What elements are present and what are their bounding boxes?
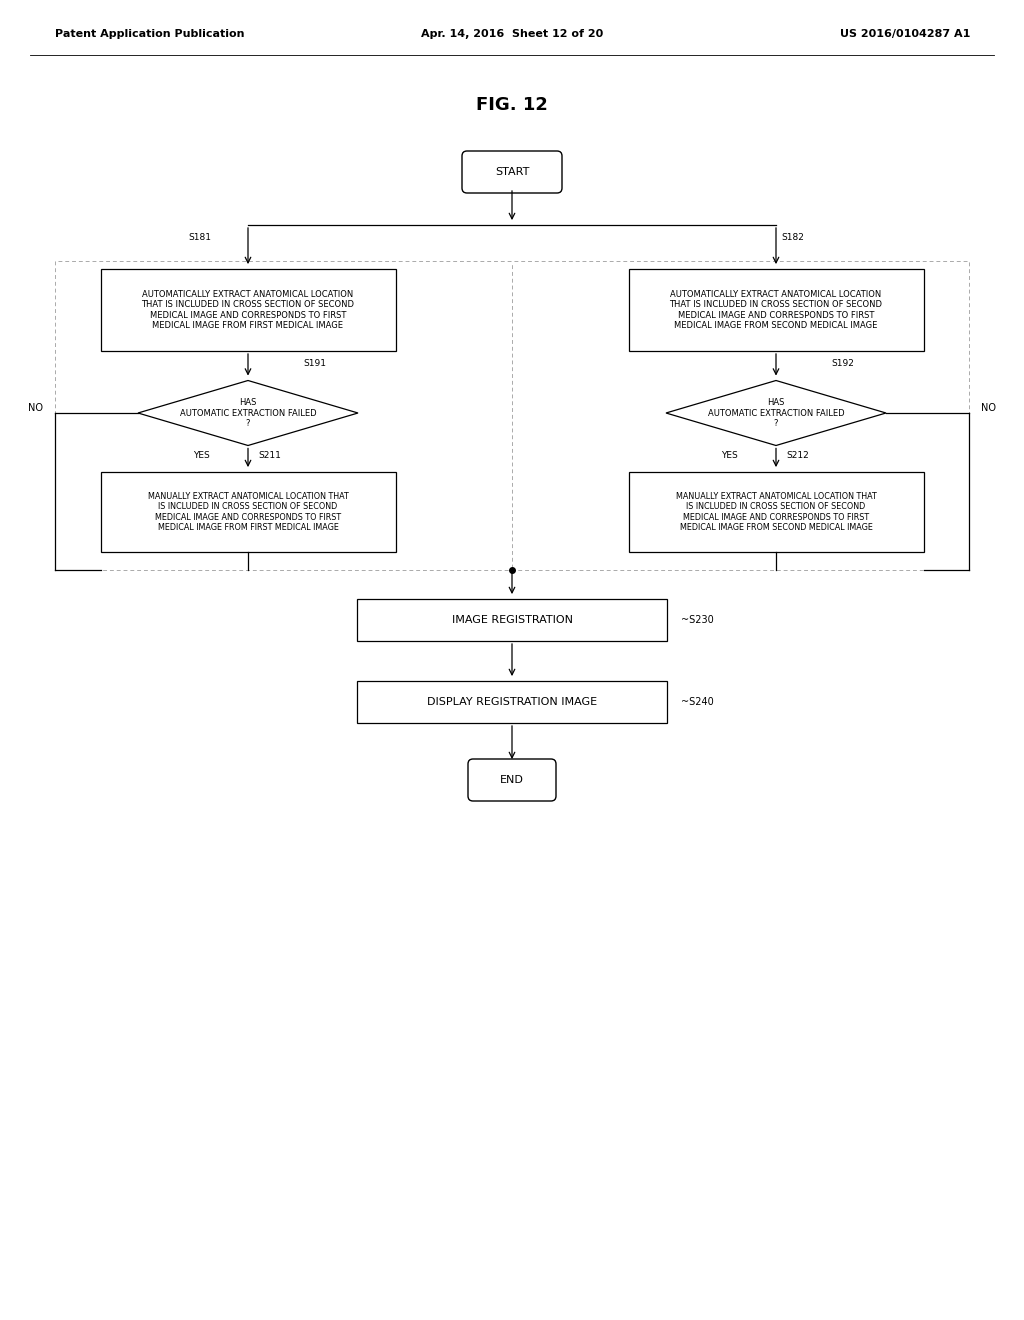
- Text: MANUALLY EXTRACT ANATOMICAL LOCATION THAT
IS INCLUDED IN CROSS SECTION OF SECOND: MANUALLY EXTRACT ANATOMICAL LOCATION THA…: [147, 492, 348, 532]
- Text: IMAGE REGISTRATION: IMAGE REGISTRATION: [452, 615, 572, 624]
- Text: Apr. 14, 2016  Sheet 12 of 20: Apr. 14, 2016 Sheet 12 of 20: [421, 29, 603, 40]
- Text: END: END: [500, 775, 524, 785]
- Text: YES: YES: [193, 451, 210, 461]
- FancyBboxPatch shape: [629, 473, 924, 552]
- Text: ~S230: ~S230: [681, 615, 714, 624]
- FancyBboxPatch shape: [629, 269, 924, 351]
- Polygon shape: [666, 380, 886, 446]
- FancyBboxPatch shape: [357, 681, 667, 723]
- Text: MANUALLY EXTRACT ANATOMICAL LOCATION THAT
IS INCLUDED IN CROSS SECTION OF SECOND: MANUALLY EXTRACT ANATOMICAL LOCATION THA…: [676, 492, 877, 532]
- Text: AUTOMATICALLY EXTRACT ANATOMICAL LOCATION
THAT IS INCLUDED IN CROSS SECTION OF S: AUTOMATICALLY EXTRACT ANATOMICAL LOCATIO…: [670, 290, 883, 330]
- Text: ~S240: ~S240: [681, 697, 714, 708]
- Text: Patent Application Publication: Patent Application Publication: [55, 29, 245, 40]
- FancyBboxPatch shape: [100, 269, 395, 351]
- FancyBboxPatch shape: [462, 150, 562, 193]
- Text: S191: S191: [303, 359, 326, 368]
- Text: NO: NO: [981, 403, 996, 413]
- Text: S192: S192: [831, 359, 854, 368]
- Text: S182: S182: [781, 232, 804, 242]
- Polygon shape: [138, 380, 358, 446]
- Text: S211: S211: [258, 451, 281, 461]
- Text: HAS
AUTOMATIC EXTRACTION FAILED
?: HAS AUTOMATIC EXTRACTION FAILED ?: [179, 399, 316, 428]
- Text: FIG. 12: FIG. 12: [476, 96, 548, 114]
- Text: NO: NO: [28, 403, 43, 413]
- Text: HAS
AUTOMATIC EXTRACTION FAILED
?: HAS AUTOMATIC EXTRACTION FAILED ?: [708, 399, 845, 428]
- Text: START: START: [495, 168, 529, 177]
- FancyBboxPatch shape: [100, 473, 395, 552]
- Text: US 2016/0104287 A1: US 2016/0104287 A1: [840, 29, 970, 40]
- Text: S212: S212: [786, 451, 809, 461]
- FancyBboxPatch shape: [357, 599, 667, 642]
- Text: S181: S181: [188, 232, 211, 242]
- FancyBboxPatch shape: [468, 759, 556, 801]
- Text: AUTOMATICALLY EXTRACT ANATOMICAL LOCATION
THAT IS INCLUDED IN CROSS SECTION OF S: AUTOMATICALLY EXTRACT ANATOMICAL LOCATIO…: [141, 290, 354, 330]
- Text: DISPLAY REGISTRATION IMAGE: DISPLAY REGISTRATION IMAGE: [427, 697, 597, 708]
- Text: YES: YES: [721, 451, 737, 461]
